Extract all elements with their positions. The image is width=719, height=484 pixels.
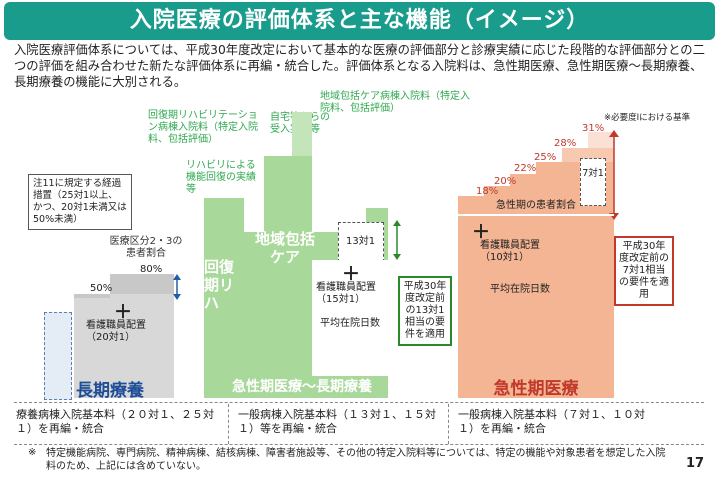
- acute-avg-stay: 平均在院日数: [490, 284, 550, 295]
- footnote-mark: ※: [28, 447, 37, 458]
- ratio-7: 7対1: [582, 168, 604, 179]
- middle-label: 急性期医療～長期療養: [232, 379, 372, 395]
- acute-step-1: [458, 196, 614, 214]
- longterm-bar-top: [110, 274, 174, 294]
- comm-ward-label: 地域包括ケア病棟入院料（特定入院料、包括評価）: [320, 91, 470, 114]
- pct-28: 28%: [554, 138, 577, 149]
- pct-25: 25%: [534, 152, 557, 163]
- pct-20: 20%: [494, 176, 517, 187]
- rehab-bar: [204, 198, 244, 238]
- footer-sep-2: [448, 404, 449, 444]
- acute-nurse: 看護職員配置（10対1）: [480, 240, 540, 263]
- comm-label: 地域包括ケア: [254, 230, 315, 266]
- patient-ratio-label: 医療区分2・3の患者割合: [109, 236, 183, 259]
- footnote: 特定機能病院、専門病院、精神病棟、結核病棟、障害者施設等、その他の特定入院料等に…: [46, 448, 666, 472]
- plus-sign: ＋: [342, 264, 360, 285]
- middle-nurse: 看護職員配置（15対1）: [316, 282, 376, 305]
- acute-base: [458, 214, 614, 398]
- range-arrow-icon-svg: [173, 274, 181, 300]
- transition-dashed-box: [44, 312, 72, 400]
- acute-step-2: [484, 186, 614, 196]
- comm-bar-step: [292, 112, 312, 156]
- middle-avg-stay: 平均在院日数: [320, 318, 380, 329]
- longterm-label: 長期療養: [76, 381, 144, 401]
- footer-col2: 一般病棟入院基本料（１３対１、１５対１）等を再編・統合: [238, 408, 436, 435]
- pct-31: 31%: [582, 123, 605, 134]
- intro-text: 入院医療評価体系については、平成30年度改定において基本的な医療の評価部分と診療…: [14, 43, 705, 89]
- pct-50: 50%: [90, 283, 113, 294]
- page-number: 17: [686, 456, 705, 471]
- footer-col1: 療養病棟入院基本料（２０対１、２５対１）を再編・統合: [16, 408, 214, 435]
- arrow-7-icon: [608, 130, 620, 220]
- footer-col3: 一般病棟入院基本料（７対１、１０対１）を再編・統合: [458, 408, 645, 435]
- pct-18: 18%: [476, 186, 499, 197]
- plus-sign: ＋: [114, 302, 132, 323]
- ratio7-box: [580, 158, 606, 206]
- criteria-note: ※必要度Ⅰにおける基準: [604, 113, 691, 123]
- arrow-13-icon-svg: [393, 220, 401, 260]
- acute-white-band: [458, 214, 614, 216]
- longterm-nurse: 看護職員配置（20対1）: [86, 320, 146, 343]
- footer-sep-1: [228, 404, 229, 444]
- range-arrow-icon: [172, 274, 182, 300]
- longterm-bar-base: [74, 294, 174, 398]
- patient-ratio-label: 急性期の患者割合: [496, 200, 576, 211]
- rehab-function-label: リハビリによる機能回復の実績等: [186, 160, 256, 195]
- plus-sign: ＋: [472, 222, 490, 243]
- pct-22: 22%: [514, 163, 537, 174]
- page-title: 入院医療の評価体系と主な機能（イメージ）: [4, 2, 715, 40]
- comm-bar: [264, 156, 312, 236]
- req-13-box: 平成30年度改定前の13対1相当の要件を適用: [398, 276, 452, 346]
- rehab-ward-label: 回復期リハビリテーション病棟入院料（特定入院料、包括評価）: [148, 110, 258, 145]
- ratio-13: 13対1: [346, 236, 376, 247]
- transition-note: 注11に規定する経過措置（25対1以上、かつ、20対1未満又は50%未満）: [28, 174, 132, 230]
- acute-step-6: [588, 132, 614, 148]
- footer-divider: [14, 402, 704, 403]
- footer-divider-2: [14, 444, 704, 445]
- arrow-7-icon-svg: [609, 130, 619, 220]
- pct-80: 80%: [140, 264, 163, 275]
- middle-white-box: [312, 260, 388, 376]
- arrow-13-icon: [392, 220, 402, 260]
- req-7-box: 平成30年度改定前の7対1相当の要件を適用: [614, 236, 674, 306]
- acute-label: 急性期医療: [493, 379, 579, 399]
- rehab-label: 回復期リハ: [204, 258, 235, 312]
- longterm-bar-step: [74, 294, 110, 298]
